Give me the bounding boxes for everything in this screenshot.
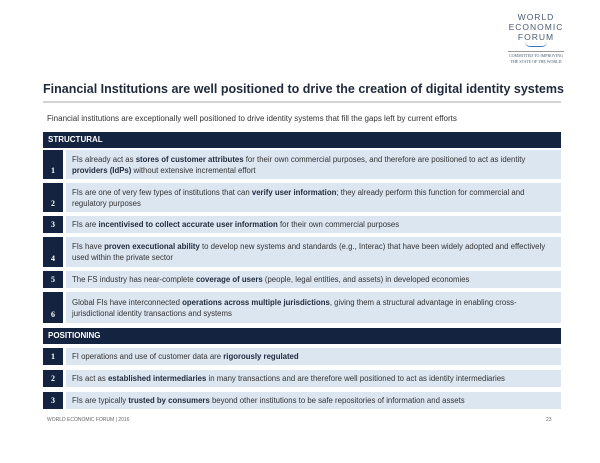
item-text: Global FIs have interconnected operation…: [66, 292, 561, 323]
item-text: FIs are one of very few types of institu…: [66, 183, 561, 212]
list-item: 3 FIs are typically trusted by consumers …: [43, 392, 561, 409]
item-number: 6: [43, 292, 63, 323]
item-number: 3: [43, 216, 63, 233]
text-segment: FIs already act as: [72, 154, 136, 164]
emphasis-text: providers (IdPs): [72, 165, 132, 175]
emphasis-text: stores of customer attributes: [135, 154, 244, 164]
item-number: 2: [43, 370, 63, 387]
text-segment: The FS industry has near-complete: [72, 275, 196, 284]
item-text: FI operations and use of customer data a…: [66, 348, 561, 365]
text-segment: FIs act as: [72, 374, 108, 383]
emphasis-text: established intermediaries: [107, 374, 207, 383]
text-segment: , giving them a structural advantage in …: [72, 297, 517, 318]
section-header: STRUCTURAL: [43, 132, 561, 148]
logo-tagline: COMMITTED TO IMPROVING THE STATE OF THE …: [508, 51, 564, 64]
text-segment: in many transactions and are therefore w…: [206, 374, 505, 383]
text-segment: FIs are: [72, 220, 99, 229]
emphasis-text: coverage of users: [195, 275, 263, 284]
item-number: 1: [43, 150, 63, 179]
item-text: FIs are typically trusted by consumers b…: [66, 392, 561, 409]
text-segment: (people, legal entities, and assets) in …: [262, 275, 470, 284]
item-text: The FS industry has near-complete covera…: [66, 271, 561, 288]
list-item: 2 FIs act as established intermediaries i…: [43, 370, 561, 387]
text-segment: for their own commercial purposes: [277, 220, 400, 229]
page-number: 23: [546, 417, 552, 423]
item-number: 4: [43, 237, 63, 267]
footer-source: WORLD ECONOMIC FORUM | 2016: [47, 417, 130, 423]
logo-line: WORLD: [517, 12, 555, 22]
text-segment: for their own commercial purposes, and t…: [243, 154, 526, 164]
text-segment: beyond other institutions to be safe rep…: [209, 396, 465, 405]
emphasis-text: trusted by consumers: [128, 396, 210, 405]
text-segment: ; they already perform this function for…: [72, 187, 525, 208]
text-segment: FIs are one of very few types of institu…: [72, 187, 252, 197]
list-item: 5 The FS industry has near-complete cover…: [43, 271, 561, 288]
section-header: POSITIONING: [43, 328, 561, 344]
emphasis-text: rigorously regulated: [223, 352, 299, 361]
logo-arc-icon: [525, 42, 547, 47]
item-number: 5: [43, 271, 63, 288]
divider: [43, 101, 561, 103]
wef-logo: WORLD ECONOMIC FORUM COMMITTED TO IMPROV…: [508, 12, 564, 64]
text-segment: Global FIs have interconnected: [72, 297, 183, 307]
list-item: 2 FIs are one of very few types of instit…: [43, 183, 561, 212]
emphasis-text: operations across multiple jurisdictions: [182, 297, 330, 307]
list-item: 1 FIs already act as stores of customer a…: [43, 150, 561, 179]
logo-line: ECONOMIC: [508, 22, 564, 32]
text-segment: FIs are typically: [72, 396, 129, 405]
list-item: 4 FIs have proven executional ability to …: [43, 237, 561, 267]
text-segment: FI operations and use of customer data a…: [72, 352, 224, 361]
item-text: FIs act as established intermediaries in…: [66, 370, 561, 387]
item-text: FIs are incentivised to collect accurate…: [66, 216, 561, 233]
item-number: 2: [43, 183, 63, 212]
item-number: 1: [43, 348, 63, 365]
text-segment: to develop new systems and standards (e.…: [72, 242, 546, 262]
emphasis-text: verify user information: [251, 187, 337, 197]
item-text: FIs already act as stores of customer at…: [66, 150, 561, 179]
text-segment: FIs have: [72, 242, 105, 251]
list-item: 6 Global FIs have interconnected operatio…: [43, 292, 561, 323]
list-item: 1 FI operations and use of customer data …: [43, 348, 561, 365]
page-title: Financial Institutions are well position…: [43, 82, 564, 96]
list-item: 3 FIs are incentivised to collect accurat…: [43, 216, 561, 233]
subtitle: Financial institutions are exceptionally…: [47, 114, 457, 123]
item-number: 3: [43, 392, 63, 409]
item-text: FIs have proven executional ability to d…: [66, 237, 561, 267]
emphasis-text: proven executional ability: [104, 242, 200, 251]
logo-line: FORUM: [517, 32, 555, 42]
emphasis-text: incentivised to collect accurate user in…: [98, 220, 278, 229]
text-segment: without extensive incremental effort: [131, 165, 256, 175]
